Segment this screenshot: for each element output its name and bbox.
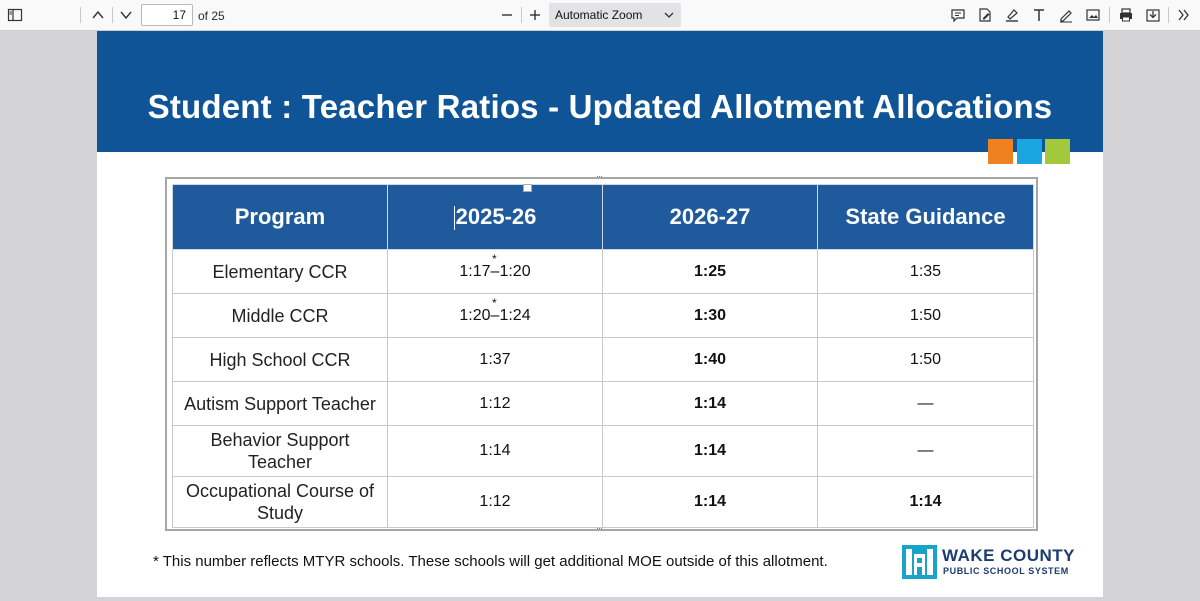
- ratio-2026-cell: 1:30: [602, 293, 818, 338]
- toolbar-divider: [112, 7, 113, 23]
- toolbar-divider: [80, 7, 81, 23]
- pdf-page: Student : Teacher Ratios - Updated Allot…: [97, 31, 1103, 597]
- program-cell: Behavior Support Teacher: [172, 425, 388, 477]
- page-count-label: of 25: [198, 9, 225, 23]
- draw-icon[interactable]: [1054, 4, 1078, 26]
- toolbar-divider: [1168, 7, 1169, 23]
- pdf-toolbar: of 25 Automatic Zoom: [0, 0, 1200, 31]
- column-header-2025-26: 2025-26: [387, 184, 603, 250]
- column-header-2026-27: 2026-27: [602, 184, 818, 250]
- program-cell: Occupational Course of Study: [172, 476, 388, 528]
- chevron-down-icon: [664, 12, 674, 18]
- ratio-with-footnote: * 1:20–1:24: [459, 296, 531, 324]
- table-row: Occupational Course of Study 1:12 1:14 1…: [172, 476, 1034, 528]
- highlight-icon[interactable]: [1000, 4, 1024, 26]
- ratio-2025-cell: * 1:17–1:20: [387, 249, 603, 294]
- chevron-down-icon[interactable]: [114, 4, 138, 26]
- logo-line2: PUBLIC SCHOOL SYSTEM: [943, 566, 1069, 576]
- accent-square-green: [1045, 139, 1070, 164]
- text-cursor: [453, 206, 455, 231]
- column-header-state-guidance: State Guidance: [817, 184, 1034, 250]
- ratios-table: Program 2025-26 2026-27 State Guidance E…: [172, 184, 1034, 528]
- print-icon[interactable]: [1114, 4, 1138, 26]
- column-menu-toggle[interactable]: [523, 184, 532, 192]
- table-row: Middle CCR * 1:20–1:24 1:30 1:50: [172, 293, 1034, 338]
- zoom-out-icon[interactable]: [495, 4, 519, 26]
- ratio-2025-value: 1:17–1:20: [459, 262, 531, 280]
- ratio-2025-cell: 1:12: [387, 476, 603, 528]
- ratio-2026-cell: 1:14: [602, 381, 818, 426]
- zoom-select-value: Automatic Zoom: [555, 8, 643, 22]
- ratio-2026-cell: 1:40: [602, 337, 818, 382]
- download-icon[interactable]: [1141, 4, 1165, 26]
- ratio-2026-cell: 1:14: [602, 425, 818, 477]
- zoom-in-icon[interactable]: [523, 4, 547, 26]
- ratio-2025-cell: 1:12: [387, 381, 603, 426]
- toolbar-divider: [1109, 7, 1110, 23]
- resize-handle[interactable]: [597, 176, 602, 180]
- table-row: Autism Support Teacher 1:12 1:14 —: [172, 381, 1034, 426]
- table-frame[interactable]: Program 2025-26 2026-27 State Guidance E…: [165, 176, 1038, 532]
- slide-header-band: [97, 31, 1103, 152]
- text-icon[interactable]: [1027, 4, 1051, 26]
- program-cell: Elementary CCR: [172, 249, 388, 294]
- program-cell: Autism Support Teacher: [172, 381, 388, 426]
- state-guidance-cell: —: [817, 425, 1034, 477]
- state-guidance-cell: 1:35: [817, 249, 1034, 294]
- chevron-up-icon[interactable]: [86, 4, 110, 26]
- image-icon[interactable]: [1081, 4, 1105, 26]
- more-tools-icon[interactable]: [1172, 4, 1196, 26]
- sidebar-toggle-icon[interactable]: [3, 4, 27, 26]
- column-header-program: Program: [172, 184, 388, 250]
- comment-icon[interactable]: [946, 4, 970, 26]
- table-header-row: Program 2025-26 2026-27 State Guidance: [172, 184, 1034, 250]
- footnote-marker: *: [492, 295, 497, 310]
- ratio-2026-cell: 1:14: [602, 476, 818, 528]
- state-guidance-cell: 1:14: [817, 476, 1034, 528]
- state-guidance-cell: 1:50: [817, 293, 1034, 338]
- footnote: * This number reflects MTYR schools. The…: [153, 553, 828, 570]
- table-row: Elementary CCR * 1:17–1:20 1:25 1:35: [172, 249, 1034, 294]
- program-cell: Middle CCR: [172, 293, 388, 338]
- school-building-icon: [902, 545, 937, 579]
- signature-icon[interactable]: [973, 4, 997, 26]
- resize-handle[interactable]: [597, 528, 602, 532]
- page-number-input[interactable]: [141, 4, 193, 26]
- accent-square-blue: [1017, 139, 1042, 164]
- ratio-2025-value: 1:20–1:24: [459, 306, 531, 324]
- table-row: High School CCR 1:37 1:40 1:50: [172, 337, 1034, 382]
- ratio-2026-cell: 1:25: [602, 249, 818, 294]
- ratio-2025-cell: 1:37: [387, 337, 603, 382]
- accent-square-orange: [988, 139, 1013, 164]
- table-row: Behavior Support Teacher 1:14 1:14 —: [172, 425, 1034, 477]
- toolbar-divider: [521, 7, 522, 23]
- program-cell: High School CCR: [172, 337, 388, 382]
- ratio-2025-cell: * 1:20–1:24: [387, 293, 603, 338]
- logo-line1: WAKE COUNTY: [942, 546, 1075, 565]
- slide-title: Student : Teacher Ratios - Updated Allot…: [147, 88, 1053, 125]
- column-header-2025-26-label: 2025-26: [455, 203, 537, 229]
- footnote-marker: *: [492, 251, 497, 266]
- state-guidance-cell: —: [817, 381, 1034, 426]
- state-guidance-cell: 1:50: [817, 337, 1034, 382]
- zoom-select[interactable]: Automatic Zoom: [549, 3, 681, 27]
- ratio-2025-cell: 1:14: [387, 425, 603, 477]
- ratio-with-footnote: * 1:17–1:20: [459, 252, 531, 280]
- wcpss-logo: WAKE COUNTY PUBLIC SCHOOL SYSTEM: [902, 545, 1082, 579]
